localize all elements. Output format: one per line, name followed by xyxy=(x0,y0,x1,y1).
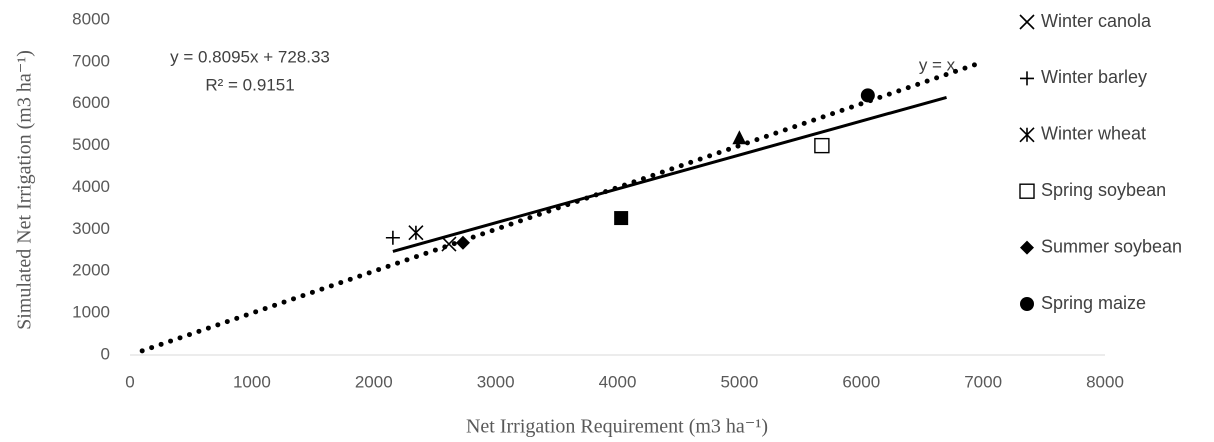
y-tick-label: 6000 xyxy=(72,93,110,112)
legend-label: Spring soybean xyxy=(1041,180,1166,200)
scatter-point xyxy=(814,137,830,154)
trendline xyxy=(392,95,947,253)
legend-marker xyxy=(1019,183,1035,199)
y-tick-label: 0 xyxy=(101,344,110,363)
trend-r2: R² = 0.9151 xyxy=(205,75,294,94)
x-axis-title: Net Irrigation Requirement (m3 ha⁻¹) xyxy=(466,416,768,438)
x-tick-label: 0 xyxy=(125,372,134,391)
y-axis-title: Simulated Net Irrigation (m3 ha⁻¹) xyxy=(14,50,36,330)
y-tick-label: 8000 xyxy=(72,9,110,28)
x-tick-label: 2000 xyxy=(355,372,393,391)
identity-line xyxy=(139,59,986,354)
trend-equation: y = 0.8095x + 728.33 xyxy=(170,47,330,66)
legend-label: Winter wheat xyxy=(1041,124,1146,144)
x-tick-label: 5000 xyxy=(720,372,758,391)
legend-label: Summer soybean xyxy=(1041,236,1182,256)
scatter-point xyxy=(455,235,470,250)
x-tick-label: 4000 xyxy=(599,372,637,391)
legend-label: Winter barley xyxy=(1041,67,1147,87)
legend-marker xyxy=(1020,240,1034,255)
identity-label: y = x xyxy=(919,55,956,74)
y-tick-label: 7000 xyxy=(72,51,110,70)
legend-marker xyxy=(1019,127,1035,143)
x-tick-label: 1000 xyxy=(233,372,271,391)
legend-marker xyxy=(1019,14,1035,30)
x-tick-label: 8000 xyxy=(1086,372,1124,391)
x-tick-label: 6000 xyxy=(842,372,880,391)
y-tick-label: 5000 xyxy=(72,135,110,154)
scatter-point xyxy=(385,230,400,245)
scatter-point xyxy=(614,211,629,226)
scatter-point xyxy=(732,130,747,145)
y-tick-label: 3000 xyxy=(72,219,110,238)
y-tick-label: 4000 xyxy=(72,177,110,196)
legend-marker xyxy=(1020,71,1034,86)
x-tick-label: 7000 xyxy=(964,372,1002,391)
x-tick-label: 3000 xyxy=(477,372,515,391)
scatter-point xyxy=(441,236,457,252)
scatter-point xyxy=(860,88,875,103)
legend-label: Spring maize xyxy=(1041,293,1146,313)
legend-label: Winter canola xyxy=(1041,11,1152,31)
legend-marker xyxy=(1020,297,1034,311)
y-tick-label: 1000 xyxy=(72,303,110,322)
y-tick-label: 2000 xyxy=(72,261,110,280)
scatter-point xyxy=(408,225,424,241)
